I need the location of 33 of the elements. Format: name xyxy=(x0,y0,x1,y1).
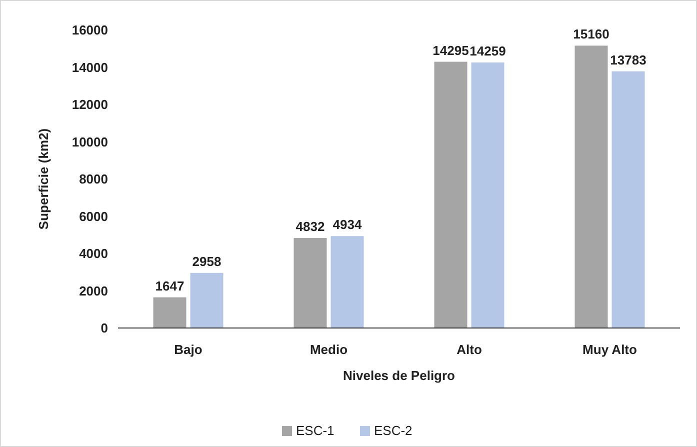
bar xyxy=(330,236,364,328)
x-axis-title: Niveles de Peligro xyxy=(343,368,456,383)
data-label: 14295 xyxy=(432,42,469,58)
legend-label: ESC-1 xyxy=(296,423,334,438)
y-tick-label: 2000 xyxy=(79,283,108,298)
bar xyxy=(471,62,504,328)
y-tick-label: 12000 xyxy=(72,97,108,112)
y-tick-label: 16000 xyxy=(72,22,108,38)
bar xyxy=(434,62,468,328)
x-tick-label: Muy Alto xyxy=(582,342,638,357)
y-tick-label: 4000 xyxy=(79,246,108,262)
y-tick-label: 8000 xyxy=(79,172,108,187)
bar xyxy=(294,238,327,328)
x-tick-label: Alto xyxy=(456,342,482,357)
y-tick-label: 14000 xyxy=(72,60,108,75)
data-label: 4832 xyxy=(296,219,325,234)
y-tick-label: 10000 xyxy=(72,134,108,150)
bar xyxy=(612,71,645,328)
data-label: 13783 xyxy=(610,52,646,68)
x-tick-label: Medio xyxy=(310,342,348,357)
bar xyxy=(190,272,224,328)
x-tick-label: Bajo xyxy=(174,342,202,357)
y-tick-label: 6000 xyxy=(79,208,108,224)
data-label: 1647 xyxy=(155,278,184,294)
data-label: 4934 xyxy=(332,217,362,232)
bar xyxy=(153,297,186,328)
y-tick-label: 0 xyxy=(100,320,108,336)
y-axis-title: Superficie (km2) xyxy=(36,128,51,230)
data-label: 2958 xyxy=(192,254,222,269)
bar xyxy=(574,46,608,328)
data-label: 14259 xyxy=(470,43,506,58)
legend-label: ESC-2 xyxy=(374,423,412,438)
data-label: 15160 xyxy=(573,26,610,42)
